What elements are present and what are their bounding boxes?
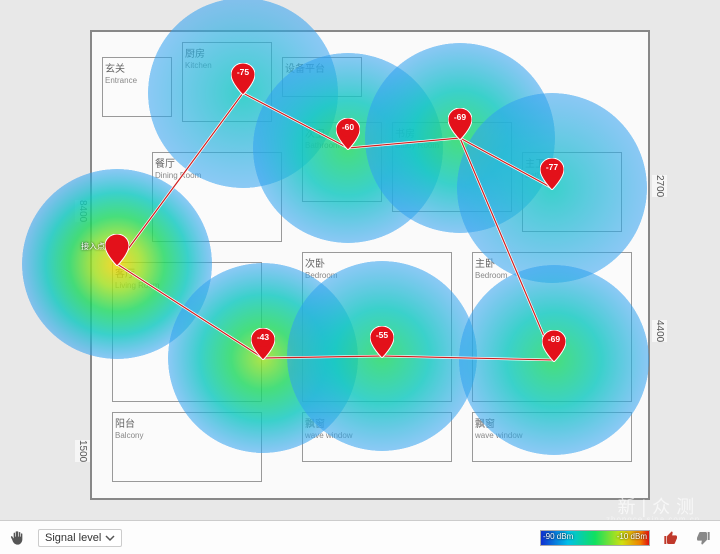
pin-value: -60: [336, 122, 360, 132]
pin-label: 接入点: [65, 241, 105, 252]
dimension-label: 1500: [75, 440, 90, 462]
room-entrance: 玄关Entrance: [102, 57, 172, 117]
toolbar: Signal level -90 dBm -10 dBm: [0, 520, 720, 554]
pin-value: -69: [448, 112, 472, 122]
room-bed1: 主卧Bedroom: [472, 252, 632, 402]
pin-value: -69: [542, 334, 566, 344]
room-living: 客厅Living Room: [112, 262, 262, 402]
hand-icon: [9, 530, 25, 546]
measurement-pin[interactable]: -60: [336, 118, 360, 150]
legend-min: -90 dBm: [543, 532, 573, 541]
measurement-pin[interactable]: -69: [448, 108, 472, 140]
measurement-pin[interactable]: 接入点: [105, 234, 129, 266]
room-wave1: 飘窗wave window: [302, 412, 452, 462]
measurement-pin[interactable]: -77: [540, 158, 564, 190]
like-button[interactable]: [660, 527, 682, 549]
signal-legend: -90 dBm -10 dBm: [540, 530, 650, 546]
legend-max: -10 dBm: [617, 532, 647, 541]
measurement-pin[interactable]: -43: [251, 328, 275, 360]
pan-tool-button[interactable]: [6, 527, 28, 549]
room-dining: 餐厅Dining Room: [152, 152, 282, 242]
room-equip: 设备平台: [282, 57, 362, 97]
dimension-label: 8400: [75, 200, 90, 222]
measurement-pin[interactable]: -69: [542, 330, 566, 362]
metric-select-label: Signal level: [45, 532, 101, 544]
room-wave2: 飘窗wave window: [472, 412, 632, 462]
metric-select[interactable]: Signal level: [38, 529, 122, 547]
dislike-button[interactable]: [692, 527, 714, 549]
dimension-label: 4400: [652, 320, 667, 342]
pin-icon: [105, 234, 129, 266]
thumb-down-icon: [695, 530, 711, 546]
pin-value: -55: [370, 330, 394, 340]
stage: 玄关Entrance厨房Kitchen设备平台餐厅Dining Room次卫Ba…: [0, 0, 720, 554]
floorplan: 玄关Entrance厨房Kitchen设备平台餐厅Dining Room次卫Ba…: [90, 30, 650, 500]
dimension-label: 2700: [652, 175, 667, 197]
room-balcony: 阳台Balcony: [112, 412, 262, 482]
pin-value: -43: [251, 332, 275, 342]
room-kitchen: 厨房Kitchen: [182, 42, 272, 122]
pin-value: -77: [540, 162, 564, 172]
measurement-pin[interactable]: -75: [231, 63, 255, 95]
room-bath1: 主卫Bathroom: [522, 152, 622, 232]
measurement-pin[interactable]: -55: [370, 326, 394, 358]
thumb-up-icon: [663, 530, 679, 546]
chevron-down-icon: [105, 533, 115, 543]
pin-value: -75: [231, 67, 255, 77]
